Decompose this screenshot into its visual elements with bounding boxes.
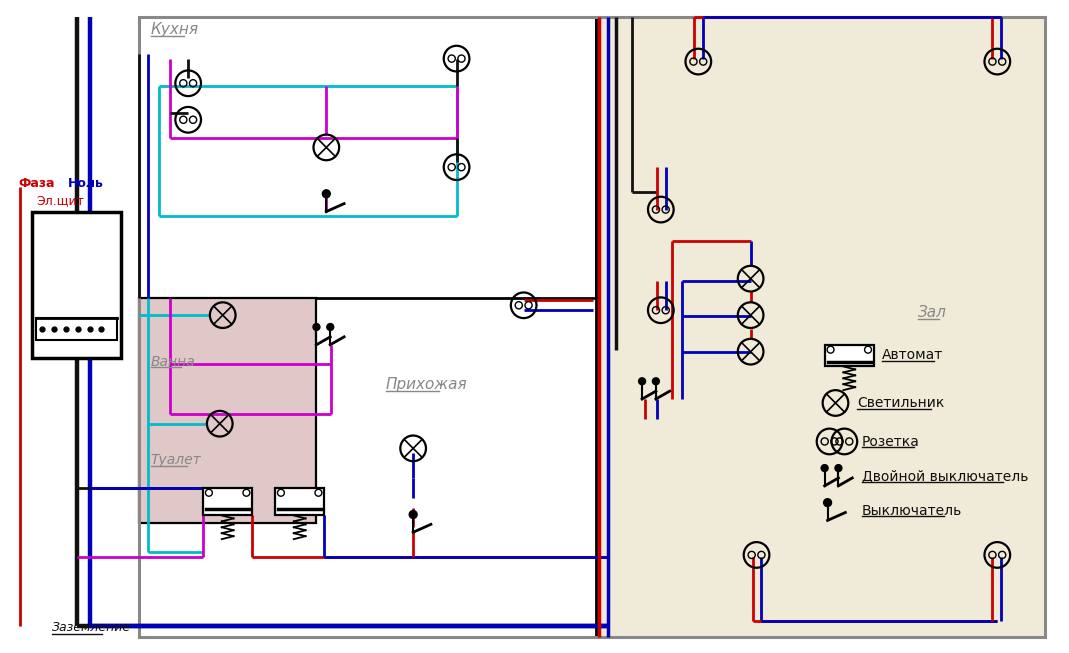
Text: Эл.щит: Эл.щит [36,194,84,207]
Bar [203,488,252,515]
Circle shape [652,378,660,385]
Circle shape [323,190,330,198]
Bar [51,223,103,251]
Bar [32,212,121,358]
Circle shape [835,465,842,471]
Text: Выключатель: Выключатель [862,503,962,518]
Bar [139,17,1044,637]
Bar [36,318,118,340]
Circle shape [327,323,334,330]
Bar [595,17,1044,637]
Text: Кухня: Кухня [151,22,199,37]
Bar [139,17,595,298]
Bar [139,298,316,523]
Text: Прихожая: Прихожая [386,377,467,392]
Text: Туалет: Туалет [151,453,201,468]
Text: Ванна: Ванна [151,355,196,369]
Text: Ноль: Ноль [67,177,104,190]
Circle shape [821,465,828,471]
Bar [824,345,874,366]
Text: Фаза: Фаза [18,177,55,190]
Circle shape [638,378,646,385]
Text: Светильник: Светильник [857,396,945,410]
Circle shape [823,499,832,507]
Text: Автомат: Автомат [882,347,943,362]
Circle shape [313,323,320,330]
Circle shape [409,511,417,518]
Text: Двойной выключатель: Двойной выключатель [862,469,1028,483]
Text: Зал: Зал [918,306,947,320]
Bar [275,488,324,515]
Text: Заземление: Заземление [52,621,131,634]
Text: Розетка: Розетка [862,434,920,449]
